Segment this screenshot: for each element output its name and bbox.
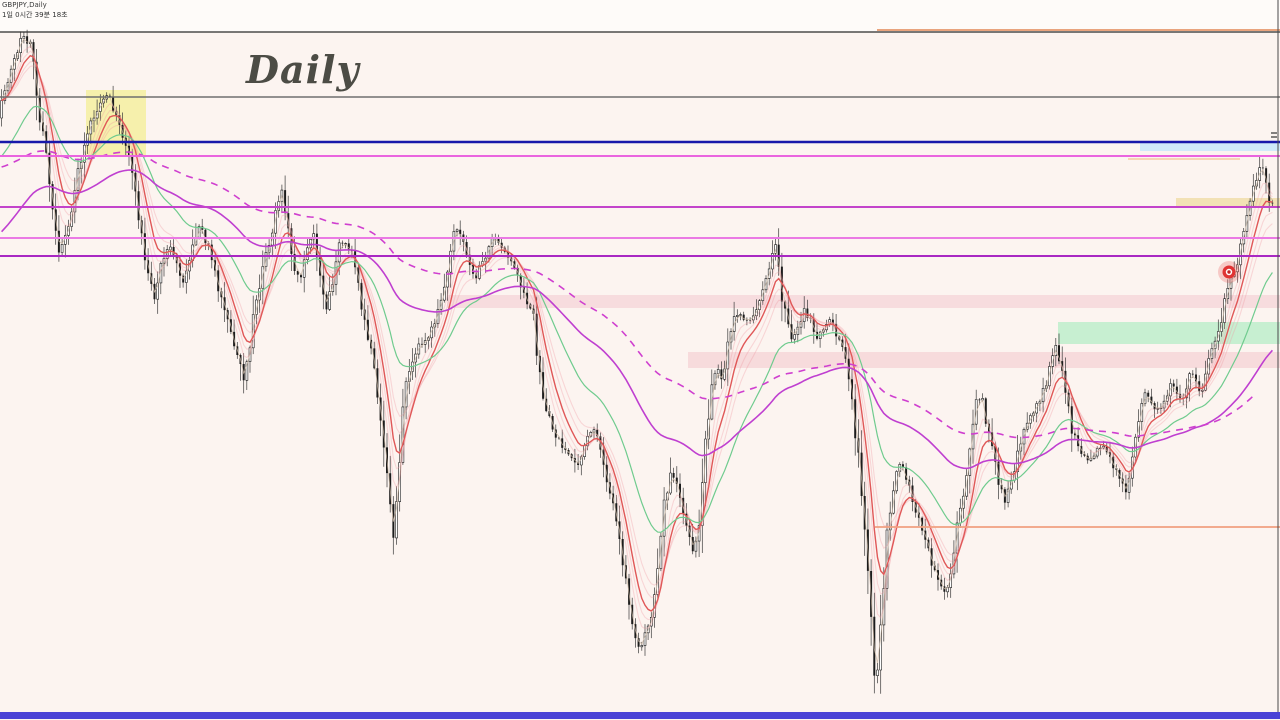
marker-dot bbox=[1227, 270, 1231, 274]
ma-mid-green bbox=[1, 105, 1273, 533]
level-lines bbox=[0, 29, 1280, 528]
blue-zone bbox=[1140, 143, 1280, 151]
ma-fast-red bbox=[1, 54, 1273, 612]
zone-bands bbox=[86, 90, 1280, 368]
trace-layer bbox=[1, 38, 1273, 663]
pink-zone-lower bbox=[688, 352, 1280, 368]
timeframe-annotation: Daily bbox=[246, 47, 360, 92]
bottom-accent-bar bbox=[0, 712, 1280, 719]
tan-zone bbox=[1176, 198, 1280, 206]
chart-edge bbox=[1271, 0, 1279, 712]
top-strip bbox=[0, 0, 1280, 32]
ma-slow-purple bbox=[1, 169, 1274, 470]
pink-zone-upper bbox=[447, 295, 1280, 308]
yellow-highlight-zone bbox=[86, 90, 146, 156]
price-trace bbox=[1, 38, 1273, 663]
bull-candle-bodies bbox=[0, 36, 1261, 676]
candle-countdown: 1일 0시간 39분 18초 bbox=[2, 11, 68, 19]
click-indicator-marker bbox=[1218, 261, 1240, 283]
moving-averages bbox=[1, 54, 1274, 612]
ma-ribbon-line bbox=[1, 65, 1273, 586]
symbol-title: GBPJPY,Daily bbox=[2, 1, 47, 9]
ma-ribbon-line bbox=[1, 45, 1273, 630]
